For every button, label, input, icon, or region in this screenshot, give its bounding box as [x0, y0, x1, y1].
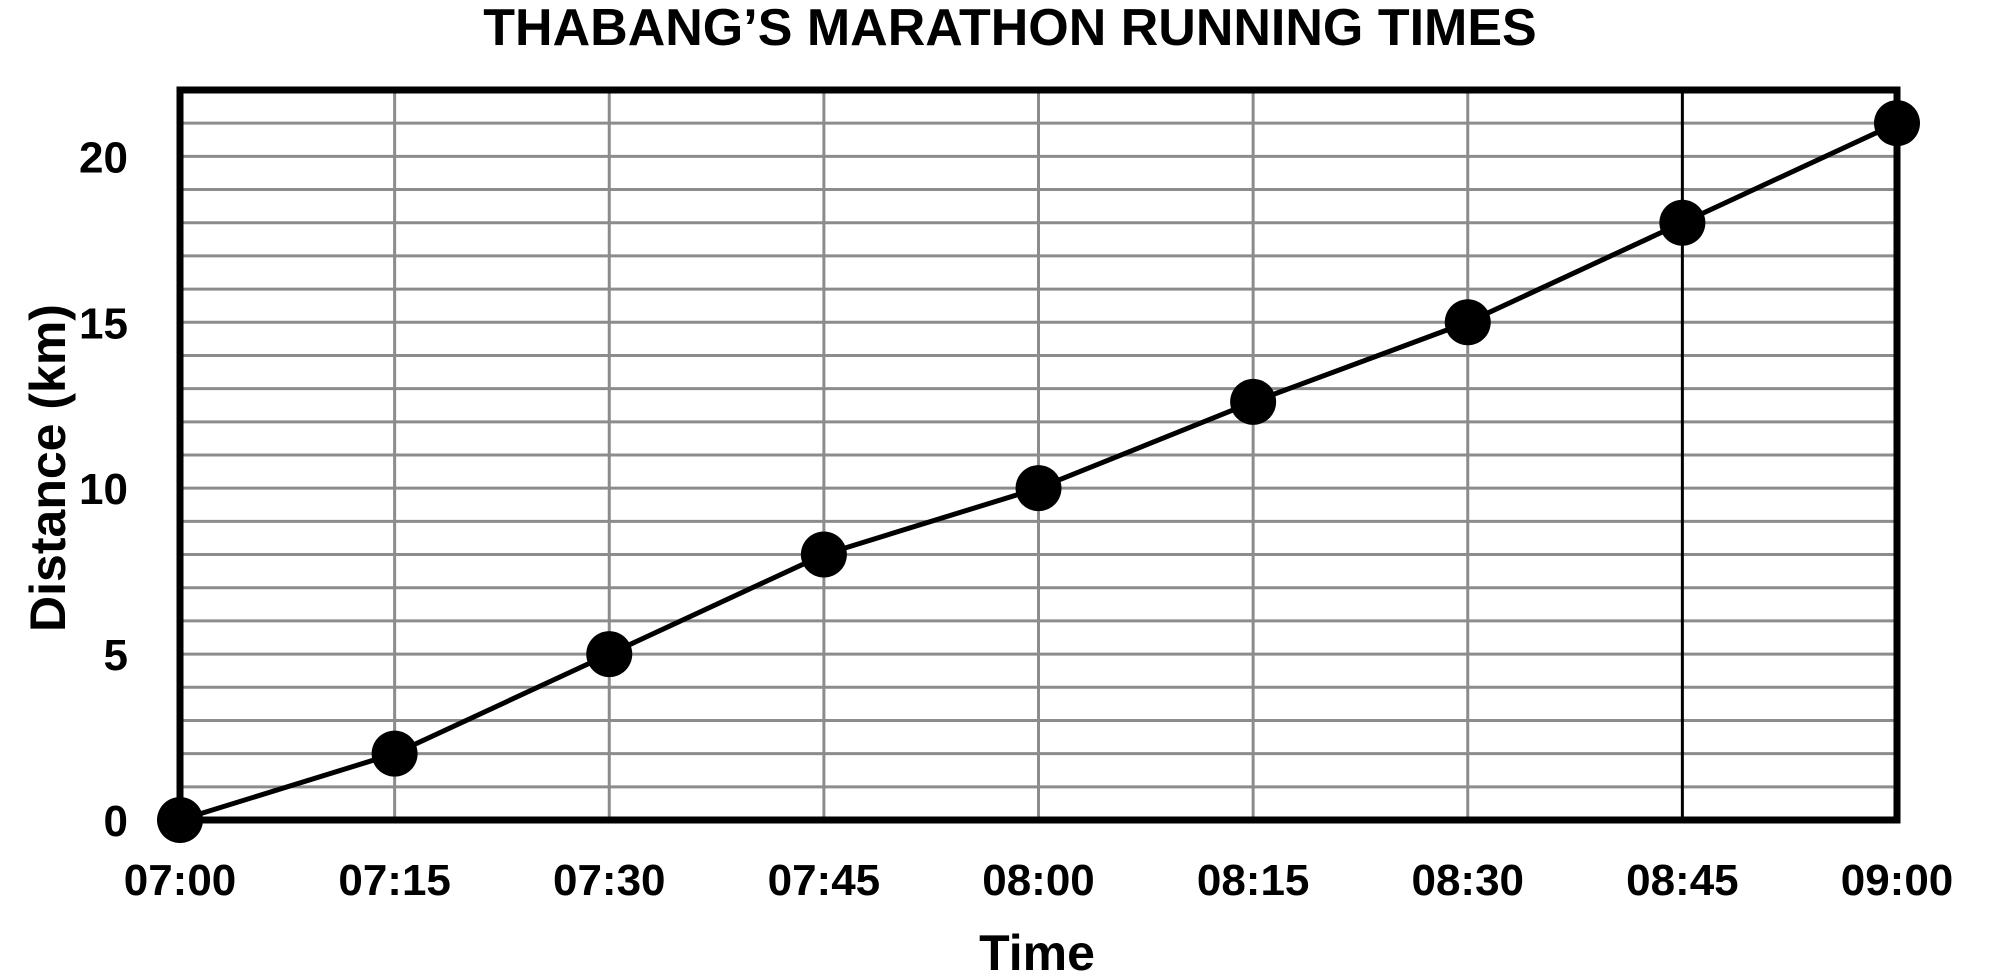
- data-point: [586, 631, 633, 678]
- y-tick-label: 15: [79, 299, 128, 348]
- y-tick-labels: 0 5 10 15 20: [79, 133, 128, 846]
- plot-frame: [176, 86, 1901, 824]
- x-tick-label: 08:45: [1626, 856, 1739, 905]
- x-tick-label: 07:30: [553, 856, 666, 905]
- y-tick-label: 0: [104, 797, 128, 846]
- chart-title: THABANG’S MARATHON RUNNING TIMES: [483, 0, 1536, 57]
- x-tick-label: 08:15: [1197, 856, 1310, 905]
- data-point: [1444, 299, 1491, 346]
- data-point: [1659, 199, 1706, 246]
- x-tick-label: 08:00: [982, 856, 1095, 905]
- x-tick-label: 08:30: [1411, 856, 1524, 905]
- x-tick-label: 07:00: [124, 856, 237, 905]
- data-point: [1230, 378, 1277, 425]
- data-point: [371, 730, 418, 777]
- series-layer: [157, 100, 1920, 843]
- data-point: [800, 531, 847, 578]
- grid-lines: [180, 90, 1897, 820]
- data-point: [1015, 465, 1062, 512]
- y-tick-label: 10: [79, 465, 128, 514]
- x-axis-label: Time: [979, 925, 1095, 980]
- y-axis-label: Distance (km): [20, 304, 76, 632]
- x-tick-label: 07:15: [338, 856, 451, 905]
- y-tick-label: 5: [104, 631, 128, 680]
- x-tick-label: 09:00: [1841, 856, 1954, 905]
- y-tick-label: 20: [79, 133, 128, 182]
- x-tick-label: 07:45: [768, 856, 881, 905]
- x-tick-labels: 07:00 07:15 07:30 07:45 08:00 08:15 08:30 08:45…: [124, 856, 1954, 905]
